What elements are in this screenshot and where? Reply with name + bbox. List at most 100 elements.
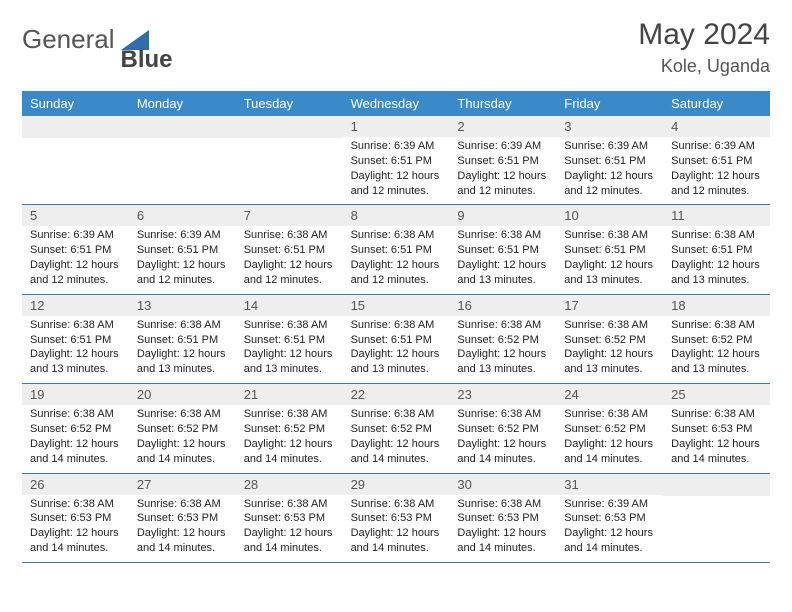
daylight-line: Daylight: 12 hours and 12 minutes. [30,258,121,288]
day-number: 9 [449,205,556,226]
dow-cell: Sunday [22,91,129,116]
day-cell: 25Sunrise: 6:38 AMSunset: 6:53 PMDayligh… [663,384,770,472]
day-number: 15 [343,295,450,316]
day-body: Sunrise: 6:39 AMSunset: 6:53 PMDaylight:… [556,495,663,562]
day-body: Sunrise: 6:38 AMSunset: 6:51 PMDaylight:… [663,226,770,293]
sunrise-line: Sunrise: 6:38 AM [30,318,121,333]
day-cell [663,474,770,562]
daylight-line: Daylight: 12 hours and 14 minutes. [30,526,121,556]
sunset-line: Sunset: 6:52 PM [457,333,548,348]
day-body: Sunrise: 6:38 AMSunset: 6:51 PMDaylight:… [343,316,450,383]
day-number: 8 [343,205,450,226]
day-number: 21 [236,384,343,405]
day-number: 31 [556,474,663,495]
sunrise-line: Sunrise: 6:38 AM [351,407,442,422]
week-row: 19Sunrise: 6:38 AMSunset: 6:52 PMDayligh… [22,384,770,473]
day-body: Sunrise: 6:38 AMSunset: 6:53 PMDaylight:… [663,405,770,472]
sunset-line: Sunset: 6:52 PM [30,422,121,437]
day-cell: 22Sunrise: 6:38 AMSunset: 6:52 PMDayligh… [343,384,450,472]
sunrise-line: Sunrise: 6:38 AM [671,407,762,422]
daylight-line: Daylight: 12 hours and 12 minutes. [244,258,335,288]
week-row: 5Sunrise: 6:39 AMSunset: 6:51 PMDaylight… [22,205,770,294]
day-cell: 5Sunrise: 6:39 AMSunset: 6:51 PMDaylight… [22,205,129,293]
location: Kole, Uganda [638,56,770,77]
sunrise-line: Sunrise: 6:38 AM [457,318,548,333]
day-cell: 3Sunrise: 6:39 AMSunset: 6:51 PMDaylight… [556,116,663,204]
sunrise-line: Sunrise: 6:39 AM [564,497,655,512]
day-body: Sunrise: 6:39 AMSunset: 6:51 PMDaylight:… [129,226,236,293]
day-body: Sunrise: 6:38 AMSunset: 6:53 PMDaylight:… [22,495,129,562]
daylight-line: Daylight: 12 hours and 12 minutes. [457,169,548,199]
sunrise-line: Sunrise: 6:38 AM [244,228,335,243]
daylight-line: Daylight: 12 hours and 14 minutes. [671,437,762,467]
week-row: 26Sunrise: 6:38 AMSunset: 6:53 PMDayligh… [22,474,770,563]
day-body: Sunrise: 6:38 AMSunset: 6:53 PMDaylight:… [449,495,556,562]
day-cell: 4Sunrise: 6:39 AMSunset: 6:51 PMDaylight… [663,116,770,204]
daylight-line: Daylight: 12 hours and 14 minutes. [244,437,335,467]
daylight-line: Daylight: 12 hours and 13 minutes. [137,347,228,377]
day-body: Sunrise: 6:38 AMSunset: 6:53 PMDaylight:… [236,495,343,562]
sunrise-line: Sunrise: 6:39 AM [564,139,655,154]
dow-cell: Monday [129,91,236,116]
sunset-line: Sunset: 6:53 PM [137,511,228,526]
sunrise-line: Sunrise: 6:38 AM [564,407,655,422]
sunrise-line: Sunrise: 6:38 AM [564,318,655,333]
day-cell [129,116,236,204]
daylight-line: Daylight: 12 hours and 14 minutes. [351,437,442,467]
sunset-line: Sunset: 6:53 PM [351,511,442,526]
day-cell: 18Sunrise: 6:38 AMSunset: 6:52 PMDayligh… [663,295,770,383]
sunset-line: Sunset: 6:52 PM [457,422,548,437]
sunrise-line: Sunrise: 6:38 AM [457,228,548,243]
day-number: 6 [129,205,236,226]
day-cell: 9Sunrise: 6:38 AMSunset: 6:51 PMDaylight… [449,205,556,293]
day-cell: 6Sunrise: 6:39 AMSunset: 6:51 PMDaylight… [129,205,236,293]
sunrise-line: Sunrise: 6:38 AM [30,497,121,512]
daylight-line: Daylight: 12 hours and 13 minutes. [351,347,442,377]
sunset-line: Sunset: 6:51 PM [351,243,442,258]
sunset-line: Sunset: 6:51 PM [137,333,228,348]
day-number: 2 [449,116,556,137]
day-cell: 1Sunrise: 6:39 AMSunset: 6:51 PMDaylight… [343,116,450,204]
sunset-line: Sunset: 6:53 PM [30,511,121,526]
title-block: May 2024 Kole, Uganda [638,18,770,77]
sunrise-line: Sunrise: 6:38 AM [137,497,228,512]
day-number: 28 [236,474,343,495]
sunrise-line: Sunrise: 6:38 AM [244,497,335,512]
logo-text-a: General [22,24,115,55]
day-body: Sunrise: 6:38 AMSunset: 6:52 PMDaylight:… [556,316,663,383]
day-cell: 24Sunrise: 6:38 AMSunset: 6:52 PMDayligh… [556,384,663,472]
day-body: Sunrise: 6:39 AMSunset: 6:51 PMDaylight:… [343,137,450,204]
sunrise-line: Sunrise: 6:38 AM [351,497,442,512]
sunrise-line: Sunrise: 6:39 AM [30,228,121,243]
day-body: Sunrise: 6:38 AMSunset: 6:52 PMDaylight:… [236,405,343,472]
daylight-line: Daylight: 12 hours and 14 minutes. [351,526,442,556]
sunset-line: Sunset: 6:52 PM [244,422,335,437]
sunset-line: Sunset: 6:51 PM [457,154,548,169]
day-body: Sunrise: 6:38 AMSunset: 6:51 PMDaylight:… [22,316,129,383]
day-body: Sunrise: 6:39 AMSunset: 6:51 PMDaylight:… [556,137,663,204]
sunset-line: Sunset: 6:51 PM [244,243,335,258]
day-cell [236,116,343,204]
daylight-line: Daylight: 12 hours and 14 minutes. [457,437,548,467]
daylight-line: Daylight: 12 hours and 13 minutes. [671,347,762,377]
sunset-line: Sunset: 6:51 PM [564,154,655,169]
day-body: Sunrise: 6:38 AMSunset: 6:52 PMDaylight:… [449,316,556,383]
day-number: 14 [236,295,343,316]
day-number: 20 [129,384,236,405]
daylight-line: Daylight: 12 hours and 14 minutes. [564,526,655,556]
sunrise-line: Sunrise: 6:38 AM [457,407,548,422]
daylight-line: Daylight: 12 hours and 12 minutes. [351,169,442,199]
day-cell: 29Sunrise: 6:38 AMSunset: 6:53 PMDayligh… [343,474,450,562]
day-cell: 12Sunrise: 6:38 AMSunset: 6:51 PMDayligh… [22,295,129,383]
day-number [22,116,129,138]
sunrise-line: Sunrise: 6:39 AM [351,139,442,154]
sunset-line: Sunset: 6:52 PM [351,422,442,437]
day-body: Sunrise: 6:38 AMSunset: 6:52 PMDaylight:… [663,316,770,383]
sunset-line: Sunset: 6:52 PM [564,422,655,437]
sunrise-line: Sunrise: 6:38 AM [30,407,121,422]
day-cell [22,116,129,204]
day-body: Sunrise: 6:39 AMSunset: 6:51 PMDaylight:… [663,137,770,204]
sunset-line: Sunset: 6:52 PM [137,422,228,437]
day-number: 23 [449,384,556,405]
sunrise-line: Sunrise: 6:38 AM [564,228,655,243]
